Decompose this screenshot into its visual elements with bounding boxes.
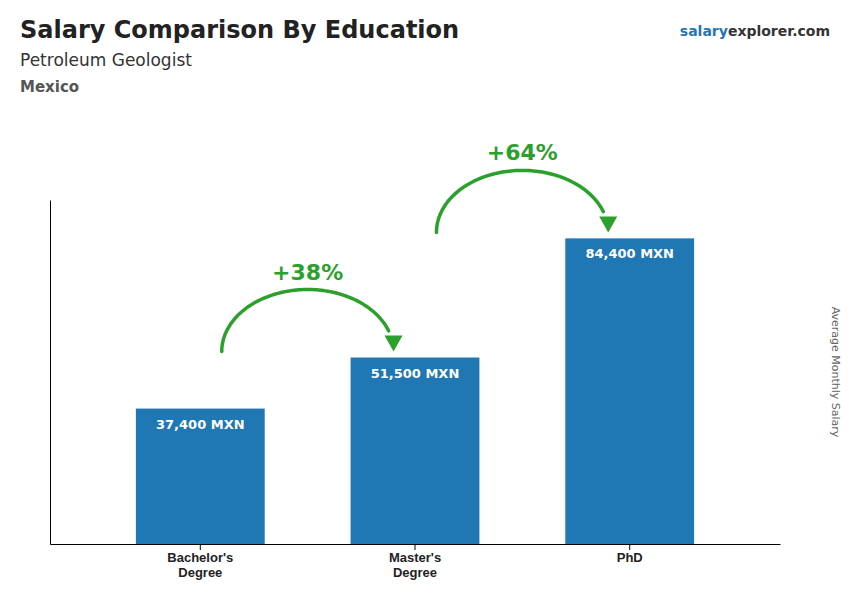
x-tick: PhD	[617, 544, 643, 565]
x-tick-label-line: Degree	[178, 565, 222, 580]
title: Salary Comparison By Education	[20, 16, 459, 44]
arrow-head	[385, 336, 403, 352]
x-tick-label-line: Degree	[393, 565, 437, 580]
y-axis	[50, 201, 51, 545]
annotation: +38%	[272, 260, 343, 285]
bar	[136, 409, 265, 544]
x-axis: Bachelor'sDegreeMaster'sDegreePhD	[51, 544, 781, 580]
x-tick-label-line: Master's	[389, 550, 441, 565]
x-tick: Master'sDegree	[389, 544, 441, 580]
x-tick-label-line: Bachelor's	[167, 550, 233, 565]
y-axis-line	[50, 201, 51, 545]
arrow-head	[599, 216, 617, 232]
y-axis-title: Average Monthly Salary	[829, 307, 842, 438]
annotations: +38% +64%	[222, 140, 617, 351]
x-tick-mark	[200, 544, 201, 550]
x-tick-mark	[629, 544, 630, 550]
bar	[565, 238, 694, 544]
data-label: 37,400 MXN	[156, 417, 245, 432]
annotation: +64%	[487, 140, 558, 165]
bar	[351, 358, 480, 544]
x-tick-label: Bachelor'sDegree	[167, 550, 233, 580]
x-tick-label: Master'sDegree	[389, 550, 441, 580]
country: Mexico	[20, 78, 79, 96]
website: salaryexplorer.com	[680, 23, 830, 39]
bars	[136, 238, 694, 544]
chart: Salary Comparison By Education Petroleum …	[0, 0, 850, 606]
data-labels: 37,400 MXN 51,500 MXN 84,400 MXN	[156, 246, 674, 431]
website-part: salary	[680, 23, 728, 39]
arrow-arc	[436, 170, 603, 232]
data-label: 51,500 MXN	[371, 366, 460, 381]
x-tick-mark	[415, 544, 416, 550]
arrow-arc	[222, 290, 389, 352]
subtitle: Petroleum Geologist	[20, 50, 192, 70]
x-tick-label: PhD	[617, 550, 643, 565]
data-label: 84,400 MXN	[585, 246, 674, 261]
website-part: explorer.com	[728, 23, 830, 39]
x-tick: Bachelor'sDegree	[167, 544, 233, 580]
x-tick-label-line: PhD	[617, 550, 643, 565]
